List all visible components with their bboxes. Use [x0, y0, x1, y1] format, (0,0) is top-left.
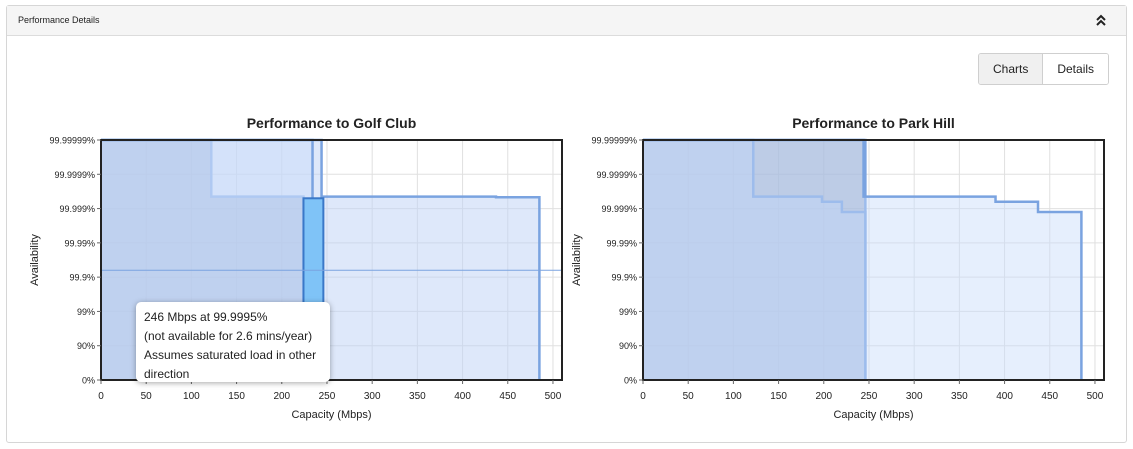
x-tick-label: 150 [228, 391, 245, 402]
x-tick-label: 400 [454, 391, 471, 402]
tooltip-line-4: direction [144, 367, 190, 381]
y-tick-label: 99.9999% [54, 170, 95, 180]
y-axis-label: Availability [29, 234, 41, 286]
x-tick-label: 300 [906, 391, 923, 402]
tooltip-line-3: Assumes saturated load in other [144, 348, 317, 362]
x-tick-label: 500 [1087, 391, 1104, 402]
x-tick-label: 100 [725, 391, 742, 402]
park-hill-chart[interactable]: Performance to Park Hill 0 50 100 150 200 250 3… [562, 108, 1112, 428]
view-toggle: Charts Details [978, 53, 1110, 85]
y-tick-label: 99% [619, 307, 637, 317]
x-tick-label: 350 [951, 391, 968, 402]
plot-border [642, 139, 1105, 381]
y-tick-label: 99.999% [601, 204, 637, 214]
x-tick-label: 50 [141, 391, 153, 402]
y-tick-label: 0% [624, 376, 637, 386]
y-tick-label: 90% [619, 341, 637, 351]
tooltip-line-1: 246 Mbps at 99.9995% [144, 310, 268, 324]
y-tick-label: 99.99999% [49, 136, 95, 146]
y-tick-label: 99.99% [606, 238, 637, 248]
x-axis-label: Capacity (Mbps) [291, 409, 371, 421]
x-tick-label: 100 [183, 391, 200, 402]
x-tick-label: 300 [364, 391, 381, 402]
x-tick-label: 450 [1041, 391, 1058, 402]
y-axis-label: Availability [571, 234, 583, 286]
y-tick-label: 90% [77, 341, 95, 351]
series-area-3 [643, 140, 1082, 380]
x-tick-label: 500 [545, 391, 562, 402]
x-tick-label: 0 [98, 391, 104, 402]
x-tick-label: 200 [815, 391, 832, 402]
series-line-2 [643, 138, 867, 380]
x-tick-label: 350 [409, 391, 426, 402]
chart-title: Performance to Golf Club [247, 115, 417, 131]
x-tick-label: 400 [996, 391, 1013, 402]
y-tick-label: 99.9% [69, 273, 95, 283]
series-area-2 [643, 140, 866, 380]
y-tick-label: 99.999% [59, 204, 95, 214]
chart-title: Performance to Park Hill [792, 115, 955, 131]
chevron-double-up-icon[interactable] [1094, 13, 1108, 27]
x-tick-label: 250 [861, 391, 878, 402]
x-tick-label: 50 [683, 391, 695, 402]
y-tick-label: 0% [82, 376, 95, 386]
plot-border [100, 139, 563, 381]
x-tick-label: 450 [499, 391, 516, 402]
y-tick-label: 99.99999% [591, 136, 637, 146]
details-button[interactable]: Details [1042, 54, 1109, 84]
chart-tooltip: 246 Mbps at 99.9995% (not available for … [136, 302, 330, 382]
charts-button[interactable]: Charts [979, 54, 1043, 84]
y-tick-label: 99% [77, 307, 95, 317]
panel-header[interactable]: Performance Details [7, 6, 1126, 36]
x-tick-label: 200 [273, 391, 290, 402]
series-line-3 [643, 138, 1083, 380]
x-tick-label: 0 [640, 391, 646, 402]
x-tick-label: 150 [770, 391, 787, 402]
panel-title: Performance Details [18, 15, 100, 25]
tooltip-line-2: (not available for 2.6 mins/year) [144, 329, 313, 343]
x-tick-label: 250 [319, 391, 336, 402]
x-axis-label: Capacity (Mbps) [833, 409, 913, 421]
y-tick-label: 99.9% [611, 273, 637, 283]
y-tick-label: 99.9999% [596, 170, 637, 180]
y-tick-label: 99.99% [64, 238, 95, 248]
